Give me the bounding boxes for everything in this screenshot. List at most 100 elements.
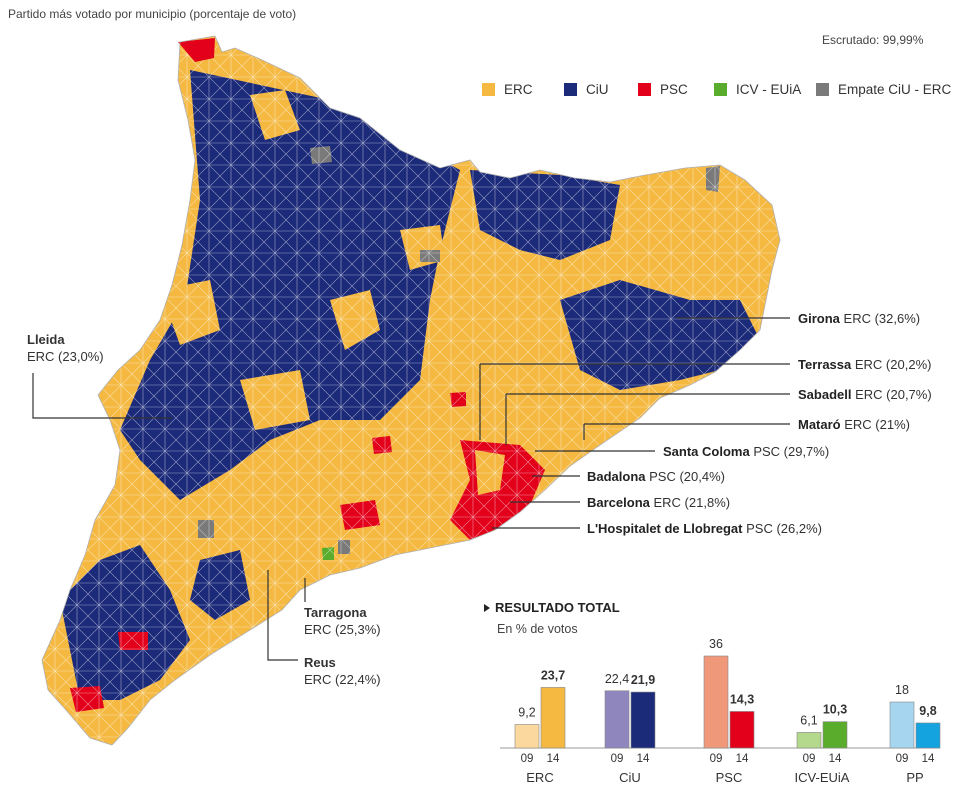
callout-name: Sabadell <box>798 387 852 402</box>
map-title: Partido más votado por municipio (porcen… <box>8 7 297 21</box>
callout-santa-coloma: Santa Coloma PSC (29,7%) <box>663 444 829 459</box>
results-heading: RESULTADO TOTAL <box>484 600 620 615</box>
bar-year-label: 09 <box>611 753 624 765</box>
leader-line-terrassa <box>479 363 790 440</box>
callout-mataro: Mataró ERC (21%) <box>798 417 910 432</box>
catalonia-outline <box>41 35 781 746</box>
scrutiny-status: Escrutado: 99,99% <box>822 33 924 47</box>
bar-year-label: 14 <box>922 753 935 765</box>
city-label-reus: Reus ERC (22,4%) <box>304 654 381 688</box>
callout-result: ERC (20,7%) <box>855 387 932 402</box>
bar-year-label: 14 <box>829 753 842 765</box>
bar-ciu-14 <box>630 691 656 749</box>
bar-value-label: 23,7 <box>541 668 565 682</box>
results-bar-chart: 9,2 09 23,7 14 ERC 22,4 09 21,9 14 CiU 36 09 14,3 14 P… <box>500 637 941 785</box>
bar-value-label: 6,1 <box>800 713 817 727</box>
city-result: ERC (25,3%) <box>304 622 381 637</box>
bar-value-label: 21,9 <box>631 673 655 687</box>
callout-name: Mataró <box>798 417 841 432</box>
bar-year-label: 09 <box>521 753 534 765</box>
bar-value-label: 14,3 <box>730 692 754 706</box>
city-name: Reus <box>304 655 336 670</box>
callout-hospitalet: L'Hospitalet de Llobregat PSC (26,2%) <box>587 521 822 536</box>
city-name: Tarragona <box>304 605 367 620</box>
legend-item-tie: Empate CiU - ERC <box>816 82 951 97</box>
bar-year-label: 14 <box>736 753 749 765</box>
callout-result: ERC (32,6%) <box>843 311 921 326</box>
bar-value-label: 18 <box>895 683 909 697</box>
bar-erc-09 <box>514 724 540 749</box>
bar-year-label: 14 <box>547 753 560 765</box>
bar-value-label: 36 <box>709 637 723 651</box>
category-label: PP <box>906 770 923 785</box>
bar-icv-euia-09 <box>796 732 822 749</box>
bar-pp-09 <box>889 701 915 749</box>
legend-swatch-tie <box>816 83 829 96</box>
callout-name: Girona <box>798 311 840 326</box>
legend-label: ERC <box>504 82 533 97</box>
leader-line-mataro <box>583 423 790 440</box>
category-label: CiU <box>619 770 641 785</box>
bar-year-label: 09 <box>710 753 723 765</box>
callout-name: Badalona <box>587 469 646 484</box>
triangle-bullet-icon <box>484 604 490 612</box>
category-label: PSC <box>716 770 743 785</box>
leader-line-reus <box>267 570 298 661</box>
legend-label: CiU <box>586 82 609 97</box>
leader-line-lleida <box>32 373 172 419</box>
legend-item-ciu: CiU <box>564 82 609 97</box>
bar-value-label: 10,3 <box>823 703 847 717</box>
city-result: ERC (22,4%) <box>304 672 381 687</box>
results-subheading: En % de votos <box>497 622 578 636</box>
leader-line-sabadell <box>505 393 790 445</box>
callout-result: ERC (21,8%) <box>653 495 731 510</box>
bar-year-label: 09 <box>803 753 816 765</box>
legend-swatch-psc <box>638 83 651 96</box>
callout-result: PSC (29,7%) <box>753 444 830 459</box>
legend-swatch-erc <box>482 83 495 96</box>
callout-sabadell: Sabadell ERC (20,7%) <box>798 387 932 402</box>
city-label-tarragona: Tarragona ERC (25,3%) <box>304 604 381 638</box>
legend-swatch-ciu <box>564 83 577 96</box>
bar-ciu-09 <box>604 690 630 749</box>
callout-girona: Girona ERC (32,6%) <box>798 311 920 326</box>
bar-erc-14 <box>540 687 566 749</box>
callout-result: ERC (21%) <box>844 417 910 432</box>
legend-swatch-icv <box>714 83 727 96</box>
bar-year-label: 09 <box>896 753 909 765</box>
bar-value-label: 9,8 <box>919 704 936 718</box>
bar-icv-euia-14 <box>822 721 848 749</box>
results-heading-text: RESULTADO TOTAL <box>495 600 620 615</box>
callout-name: Barcelona <box>587 495 650 510</box>
callout-result: PSC (20,4%) <box>649 469 726 484</box>
callout-badalona: Badalona PSC (20,4%) <box>587 469 725 484</box>
bar-value-label: 22,4 <box>605 672 629 686</box>
bar-psc-14 <box>729 711 755 749</box>
category-label: ICV-EUiA <box>795 770 850 785</box>
legend-label: PSC <box>660 82 688 97</box>
category-label: ERC <box>526 770 553 785</box>
bar-pp-14 <box>915 722 941 749</box>
bar-value-label: 9,2 <box>518 705 535 719</box>
legend-item-icv: ICV - EUiA <box>714 82 801 97</box>
callout-name: Santa Coloma <box>663 444 750 459</box>
legend-label: ICV - EUiA <box>736 82 802 97</box>
region-psc-aran <box>178 38 215 62</box>
legend-label: Empate CiU - ERC <box>838 82 952 97</box>
callout-name: L'Hospitalet de Llobregat <box>587 521 743 536</box>
callout-barcelona: Barcelona ERC (21,8%) <box>587 495 730 510</box>
city-result: ERC (23,0%) <box>27 349 104 364</box>
callout-terrassa: Terrassa ERC (20,2%) <box>798 357 931 372</box>
city-label-lleida: Lleida ERC (23,0%) <box>27 331 104 365</box>
legend-item-erc: ERC <box>482 82 533 97</box>
bar-year-label: 14 <box>637 753 650 765</box>
callout-result: ERC (20,2%) <box>854 357 932 372</box>
legend-item-psc: PSC <box>638 82 688 97</box>
city-name: Lleida <box>27 332 65 347</box>
bar-chart-marks: 9,2 09 23,7 14 ERC 22,4 09 21,9 14 CiU 36 09 14,3 14 P… <box>500 637 941 785</box>
callout-name: Terrassa <box>798 357 852 372</box>
leader-lines <box>32 317 790 661</box>
callout-result: PSC (26,2%) <box>746 521 822 536</box>
bar-psc-09 <box>703 655 729 749</box>
